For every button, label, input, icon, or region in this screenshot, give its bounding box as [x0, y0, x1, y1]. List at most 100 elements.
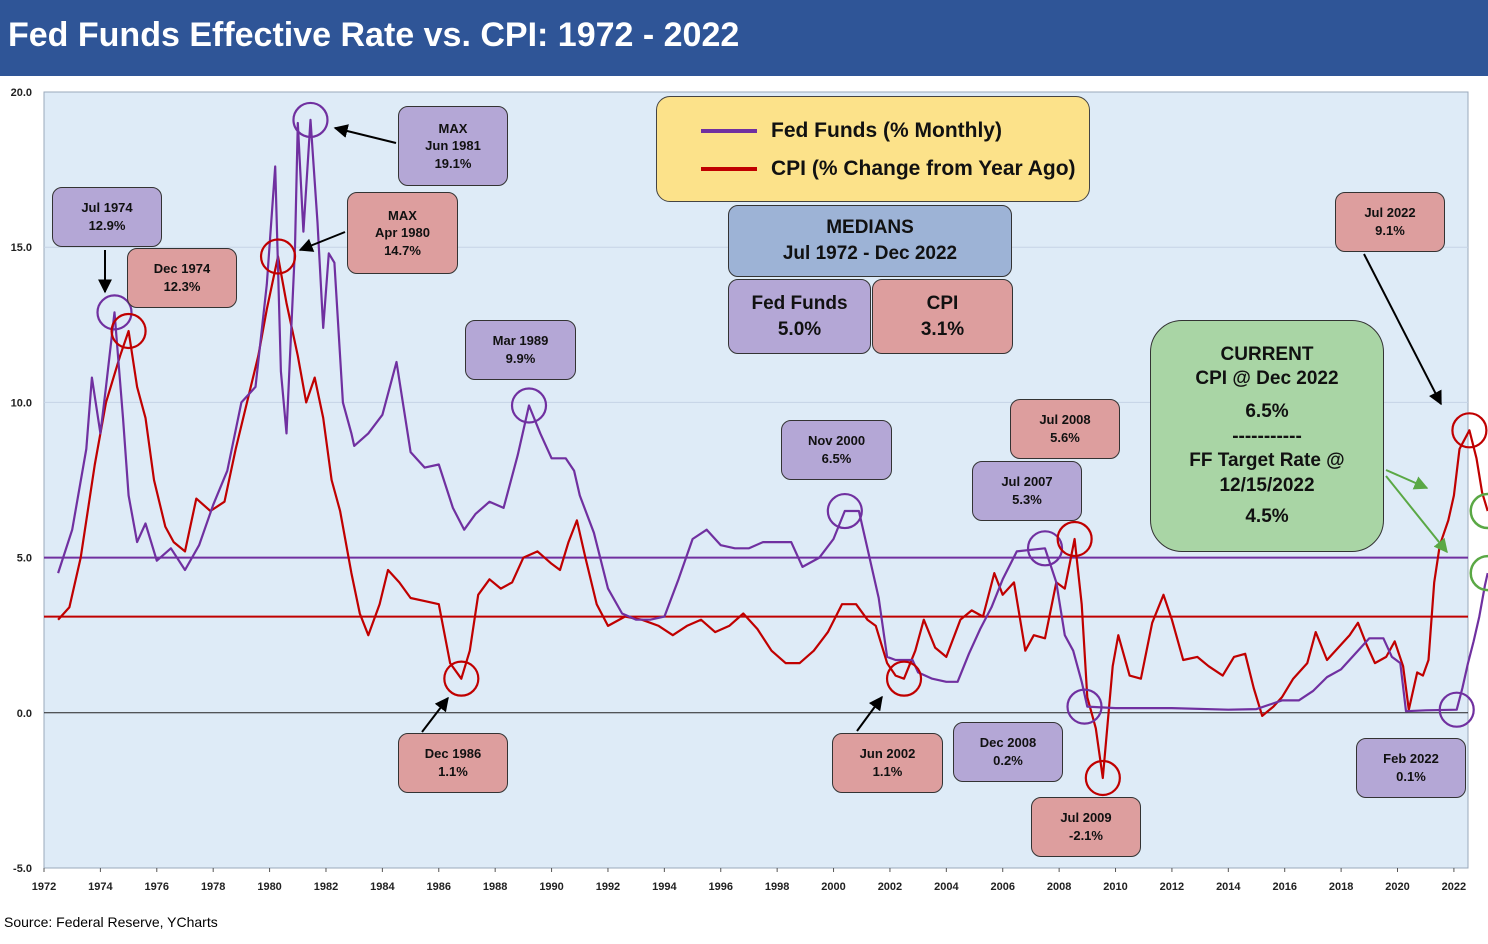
annotation-line: Dec 1986: [424, 746, 482, 762]
median-lines: [44, 556, 1468, 618]
annotation-line: Jul 2022: [1364, 205, 1416, 221]
annotation-feb-2022: Feb 2022 0.1%: [1356, 738, 1466, 798]
chart-title: Fed Funds Effective Rate vs. CPI: 1972 -…: [8, 16, 740, 54]
mar-1989-circle: [510, 387, 548, 424]
max-cpi-circle: [259, 238, 297, 275]
cpi-swatch: [701, 167, 757, 171]
annotation-line: 19.1%: [434, 155, 472, 171]
annotation-max-cpi: MAX Apr 1980 14.7%: [347, 192, 458, 274]
median-fed-funds-box: Fed Funds 5.0%: [728, 279, 871, 354]
medians-title: MEDIANS: [826, 217, 914, 239]
annotation-jul-2022: Jul 2022 9.1%: [1335, 192, 1445, 252]
jul-2008-circle: [1056, 520, 1093, 558]
annotation-line: Nov 2000: [807, 433, 866, 449]
current-title: CURRENT: [1220, 343, 1314, 365]
annotation-arrows: [98, 124, 1448, 733]
annotation-line: Jul 2009: [1060, 810, 1112, 826]
x-tick-label: 2000: [821, 881, 845, 893]
feb-2022-circle: [1438, 691, 1475, 728]
annotation-max-fed-funds: MAX Jun 1981 19.1%: [398, 106, 508, 186]
annotation-line: 0.1%: [1396, 769, 1426, 784]
y-tick-label: 15.0: [11, 242, 32, 254]
legend-label-cpi: CPI (% Change from Year Ago): [771, 157, 1076, 180]
dec-1986-arrow: [421, 696, 449, 733]
annotation-jul-2007: Jul 2007 5.3%: [972, 461, 1082, 521]
annotation-line: Jul 1974: [81, 200, 133, 216]
annotation-nov-2000: Nov 2000 6.5%: [781, 420, 892, 480]
annotation-line: Jun 1981: [425, 138, 481, 154]
jul-2007-circle: [1026, 530, 1064, 567]
x-tick-label: 1986: [427, 881, 451, 893]
annotation-line: Apr 1980: [375, 225, 430, 241]
x-tick-label: 1994: [652, 881, 677, 893]
annotation-line: Dec 1974: [153, 261, 211, 277]
current-ff-date: 12/15/2022: [1219, 475, 1315, 497]
median-cpi-value: 3.1%: [920, 318, 965, 340]
y-tick-label: 5.0: [17, 553, 32, 565]
annotation-line: 6.5%: [821, 451, 852, 466]
x-tick-label: 2020: [1385, 881, 1409, 893]
annotation-line: 5.6%: [1050, 430, 1080, 445]
annotation-line: Feb 2022: [1383, 751, 1439, 767]
max-fed-funds-circle: [292, 101, 329, 139]
annotation-line: 1.1%: [872, 764, 903, 779]
current-ff-label: FF Target Rate @: [1189, 450, 1345, 472]
title-bar: Fed Funds Effective Rate vs. CPI: 1972 -…: [0, 0, 1488, 76]
x-tick-label: 2008: [1047, 881, 1071, 893]
x-tick-label: 1998: [765, 881, 789, 893]
jun-2002-circle: [885, 660, 923, 697]
annotation-line: 0.2%: [993, 753, 1023, 768]
annotation-jul-1974: Jul 1974 12.9%: [52, 187, 162, 247]
dec-2008-circle: [1066, 688, 1103, 725]
legend-item-cpi: CPI (% Change from Year Ago): [701, 157, 1076, 181]
x-tick-label: 1978: [201, 881, 225, 893]
jul-2022-arrow: [1363, 253, 1442, 406]
x-tick-label: 1988: [483, 881, 507, 893]
x-tick-label: 1996: [709, 881, 733, 893]
source-note: Source: Federal Reserve, YCharts: [4, 914, 218, 930]
annotation-mar-1989: Mar 1989 9.9%: [465, 320, 576, 380]
legend: Fed Funds (% Monthly) CPI (% Change from…: [656, 96, 1090, 202]
annotation-line: 5.3%: [1012, 492, 1042, 507]
annotation-jul-2009: Jul 2009 -2.1%: [1031, 797, 1141, 857]
x-tick-label: 2004: [934, 881, 959, 893]
fed-funds-series-line: [57, 118, 1488, 713]
current-ff-arrow: [1385, 475, 1448, 554]
nov-2000-circle: [826, 492, 863, 530]
annotation-jul-2008: Jul 2008 5.6%: [1010, 399, 1120, 459]
max-fed-funds-arrow: [333, 124, 397, 144]
max-cpi-arrow: [298, 231, 346, 252]
annotation-dec-1986: Dec 1986 1.1%: [398, 733, 508, 793]
annotation-line: 12.3%: [163, 279, 201, 294]
x-tick-label: 1984: [370, 881, 395, 893]
dec-1986-circle: [443, 660, 480, 697]
median-cpi-label: CPI: [926, 292, 959, 314]
axes: -5.0 0.0 5.0 10.0 15.0 20.0 1972 1974 1976 1978 19…: [11, 87, 1468, 893]
x-tick-label: 1982: [314, 881, 338, 893]
annotation-line: Dec 2008: [979, 735, 1037, 751]
y-tick-label: 20.0: [11, 87, 32, 99]
x-tick-label: 2018: [1329, 881, 1353, 893]
medians-header: MEDIANS Jul 1972 - Dec 2022: [728, 205, 1012, 277]
annotation-line: 12.9%: [88, 218, 126, 233]
current-box: CURRENT CPI @ Dec 2022 6.5% ----------- …: [1150, 320, 1384, 552]
annotation-line: 14.7%: [384, 242, 421, 258]
x-tick-label: 2022: [1442, 881, 1466, 893]
x-tick-label: 1990: [539, 881, 563, 893]
annotation-line: Jul 2008: [1039, 412, 1091, 428]
annotation-line: -2.1%: [1069, 828, 1103, 843]
annotation-line: Jul 2007: [1001, 474, 1053, 490]
annotation-line: MAX: [388, 207, 417, 223]
jul-2009-circle: [1084, 759, 1121, 797]
annotation-line: Jun 2002: [859, 746, 916, 762]
median-fed-funds-label: Fed Funds: [751, 292, 848, 314]
median-fed-funds-value: 5.0%: [777, 318, 822, 340]
jul-1974-circle: [96, 294, 133, 331]
median-cpi-box: CPI 3.1%: [872, 279, 1013, 354]
x-tick-label: 2016: [1272, 881, 1296, 893]
x-tick-label: 2006: [990, 881, 1014, 893]
annotation-line: Mar 1989: [492, 333, 549, 349]
highlight-circles: [96, 101, 1488, 797]
x-tick-label: 1974: [88, 881, 113, 893]
annotation-line: 1.1%: [438, 764, 468, 779]
